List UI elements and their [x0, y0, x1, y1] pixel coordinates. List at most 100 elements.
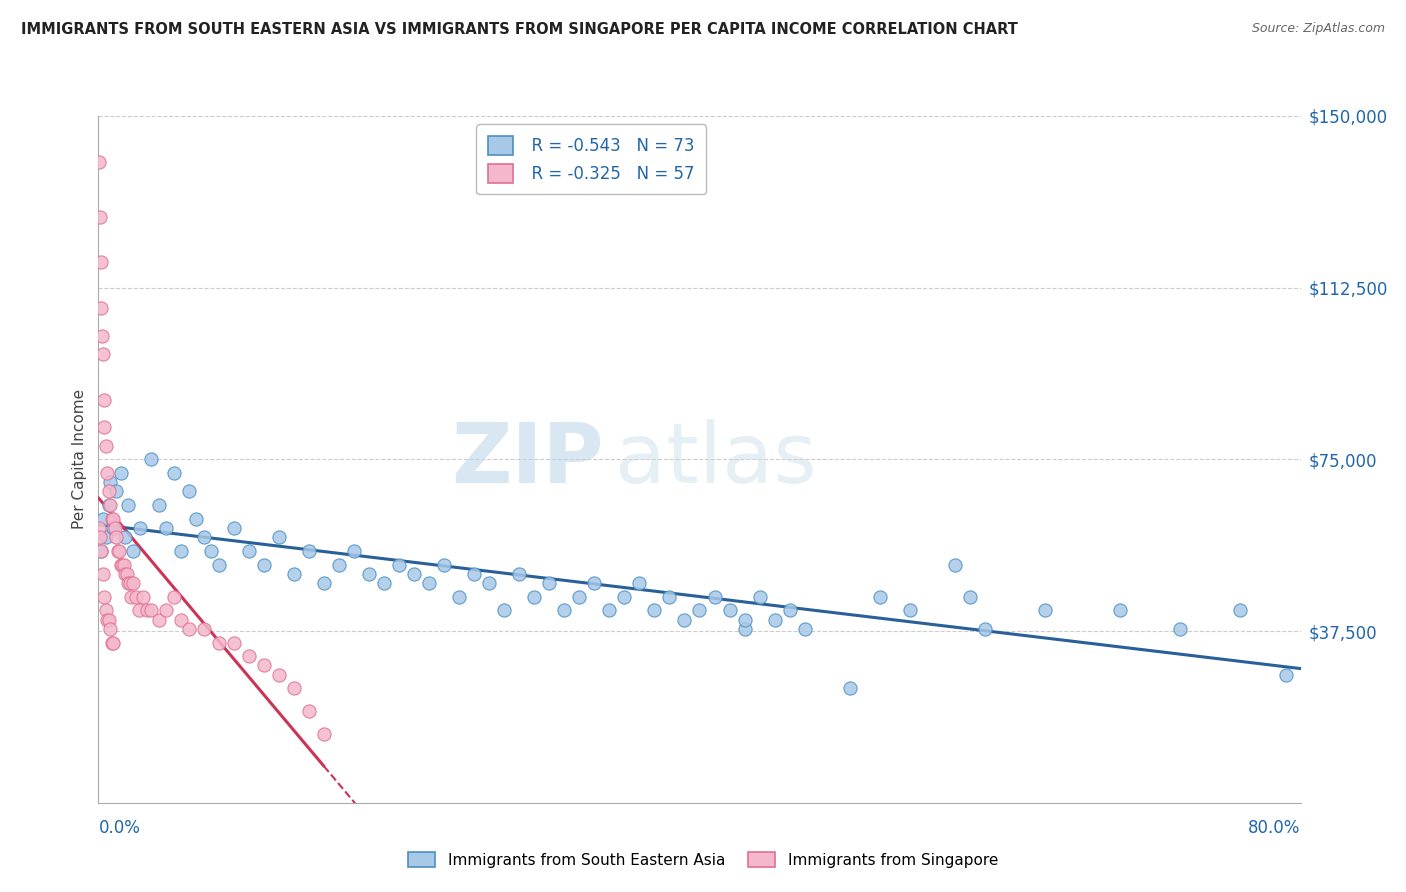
- Point: [148, 498, 170, 512]
- Point: [553, 603, 575, 617]
- Point: [112, 558, 135, 572]
- Point: [373, 576, 395, 591]
- Point: [177, 484, 200, 499]
- Text: IMMIGRANTS FROM SOUTH EASTERN ASIA VS IMMIGRANTS FROM SINGAPORE PER CAPITA INCOM: IMMIGRANTS FROM SOUTH EASTERN ASIA VS IM…: [21, 22, 1018, 37]
- Y-axis label: Per Capita Income: Per Capita Income: [72, 389, 87, 530]
- Point: [93, 392, 115, 407]
- Point: [103, 635, 125, 649]
- Point: [104, 521, 127, 535]
- Point: [139, 452, 162, 467]
- Point: [170, 544, 193, 558]
- Point: [1274, 667, 1296, 681]
- Point: [193, 622, 215, 636]
- Point: [93, 590, 115, 604]
- Point: [125, 590, 148, 604]
- Point: [312, 576, 335, 591]
- Point: [283, 566, 305, 581]
- Point: [103, 512, 125, 526]
- Point: [94, 530, 117, 544]
- Point: [94, 439, 117, 453]
- Point: [90, 544, 112, 558]
- Point: [100, 498, 122, 512]
- Point: [91, 566, 114, 581]
- Point: [177, 622, 200, 636]
- Point: [312, 727, 335, 741]
- Point: [115, 566, 138, 581]
- Point: [97, 498, 120, 512]
- Point: [208, 558, 231, 572]
- Point: [114, 566, 136, 581]
- Point: [974, 622, 997, 636]
- Point: [538, 576, 561, 591]
- Point: [793, 622, 815, 636]
- Point: [1109, 603, 1132, 617]
- Point: [96, 466, 118, 480]
- Point: [103, 521, 125, 535]
- Point: [90, 544, 112, 558]
- Point: [447, 590, 470, 604]
- Point: [418, 576, 440, 591]
- Point: [508, 566, 530, 581]
- Point: [734, 622, 756, 636]
- Point: [110, 558, 132, 572]
- Point: [110, 466, 132, 480]
- Point: [89, 530, 111, 544]
- Point: [93, 420, 115, 434]
- Point: [155, 603, 177, 617]
- Point: [122, 576, 145, 591]
- Point: [208, 635, 231, 649]
- Point: [238, 544, 260, 558]
- Point: [96, 613, 118, 627]
- Point: [343, 544, 366, 558]
- Point: [689, 603, 711, 617]
- Point: [122, 544, 145, 558]
- Point: [494, 603, 516, 617]
- Legend: Immigrants from South Eastern Asia, Immigrants from Singapore: Immigrants from South Eastern Asia, Immi…: [402, 846, 1004, 873]
- Point: [97, 484, 120, 499]
- Point: [135, 603, 157, 617]
- Point: [97, 613, 120, 627]
- Point: [959, 590, 981, 604]
- Point: [718, 603, 741, 617]
- Point: [170, 613, 193, 627]
- Point: [89, 210, 111, 224]
- Point: [222, 521, 245, 535]
- Point: [114, 530, 136, 544]
- Point: [267, 530, 290, 544]
- Text: ZIP: ZIP: [451, 419, 603, 500]
- Point: [162, 466, 184, 480]
- Point: [184, 512, 207, 526]
- Point: [703, 590, 725, 604]
- Point: [463, 566, 485, 581]
- Point: [298, 704, 321, 718]
- Point: [105, 484, 128, 499]
- Point: [117, 498, 139, 512]
- Point: [253, 558, 276, 572]
- Point: [101, 512, 124, 526]
- Point: [1229, 603, 1251, 617]
- Point: [283, 681, 305, 696]
- Point: [748, 590, 770, 604]
- Point: [523, 590, 546, 604]
- Point: [90, 255, 112, 269]
- Point: [267, 667, 290, 681]
- Point: [101, 635, 124, 649]
- Point: [108, 544, 131, 558]
- Point: [643, 603, 665, 617]
- Point: [869, 590, 891, 604]
- Point: [433, 558, 456, 572]
- Point: [89, 154, 111, 169]
- Point: [155, 521, 177, 535]
- Point: [129, 521, 152, 535]
- Point: [100, 622, 122, 636]
- Point: [613, 590, 636, 604]
- Point: [91, 347, 114, 361]
- Point: [193, 530, 215, 544]
- Point: [1170, 622, 1192, 636]
- Point: [111, 558, 134, 572]
- Point: [838, 681, 860, 696]
- Point: [89, 521, 111, 535]
- Point: [583, 576, 606, 591]
- Text: atlas: atlas: [616, 419, 817, 500]
- Point: [117, 576, 139, 591]
